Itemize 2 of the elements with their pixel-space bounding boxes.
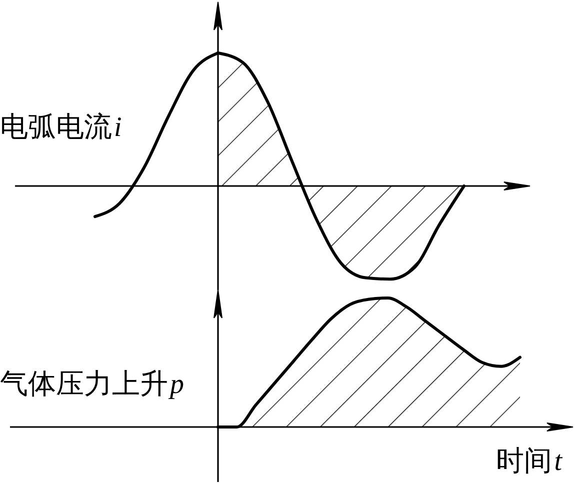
y-axis-title: 气体压力上升p bbox=[0, 367, 184, 400]
x-axis-title: 时间t bbox=[496, 444, 564, 477]
